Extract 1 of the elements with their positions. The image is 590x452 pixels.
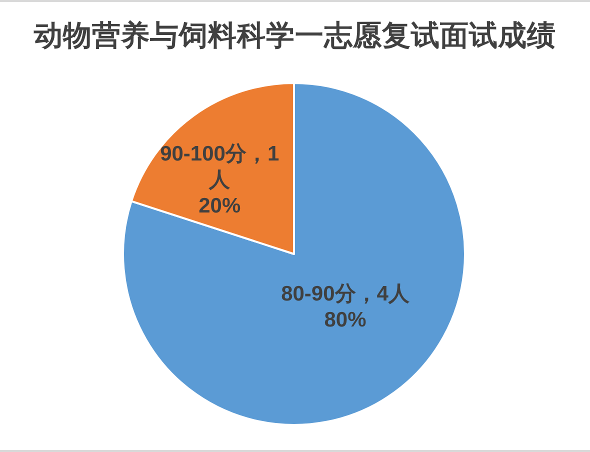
title: 动物营养与饲料科学一志愿复试面试成绩 xyxy=(34,20,556,52)
